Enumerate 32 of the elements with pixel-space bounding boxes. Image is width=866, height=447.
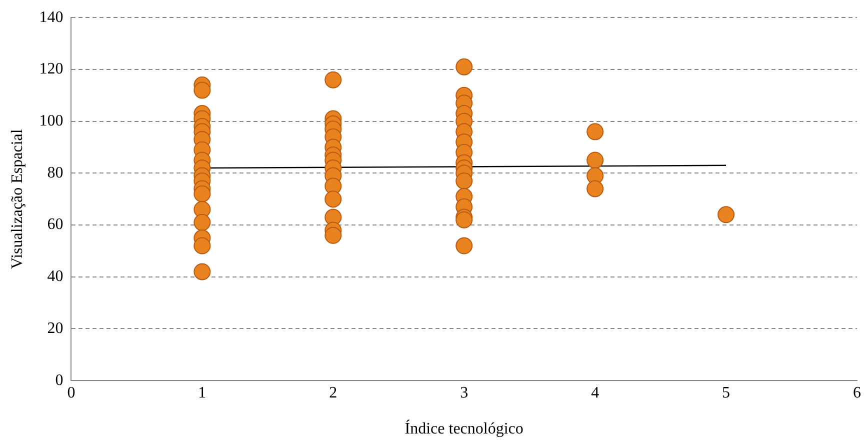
y-tick-label: 20 [47,320,64,337]
point [456,58,473,76]
point [324,190,342,208]
y-tick-label: 60 [47,216,64,234]
x-tick-label: 2 [329,384,338,402]
point [194,82,211,99]
y-tick-label: 0 [55,372,64,389]
y-tick-label: 120 [39,60,64,78]
x-tick-label: 6 [853,384,861,402]
x-tick-label: 3 [460,384,468,402]
y-tick-label: 100 [39,112,64,130]
y-tick-label: 40 [47,268,64,286]
point [586,152,604,169]
y-tick-label: 80 [47,164,64,182]
point [586,180,604,198]
x-axis-title: Índice tecnológico [404,420,524,438]
x-tick-label: 0 [67,384,76,402]
point [194,185,211,202]
point [194,263,211,280]
x-tick-label: 4 [591,384,600,402]
point [586,123,604,140]
x-tick-label: 5 [722,384,730,402]
point [324,71,342,88]
point [194,214,211,231]
y-tick-label: 140 [39,8,64,26]
x-tick-label: 1 [198,384,206,402]
point [718,206,735,224]
point [324,226,342,244]
point [456,172,473,190]
point [194,237,211,254]
point [456,237,473,254]
y-axis-title: Visualização Espacial [8,128,26,270]
